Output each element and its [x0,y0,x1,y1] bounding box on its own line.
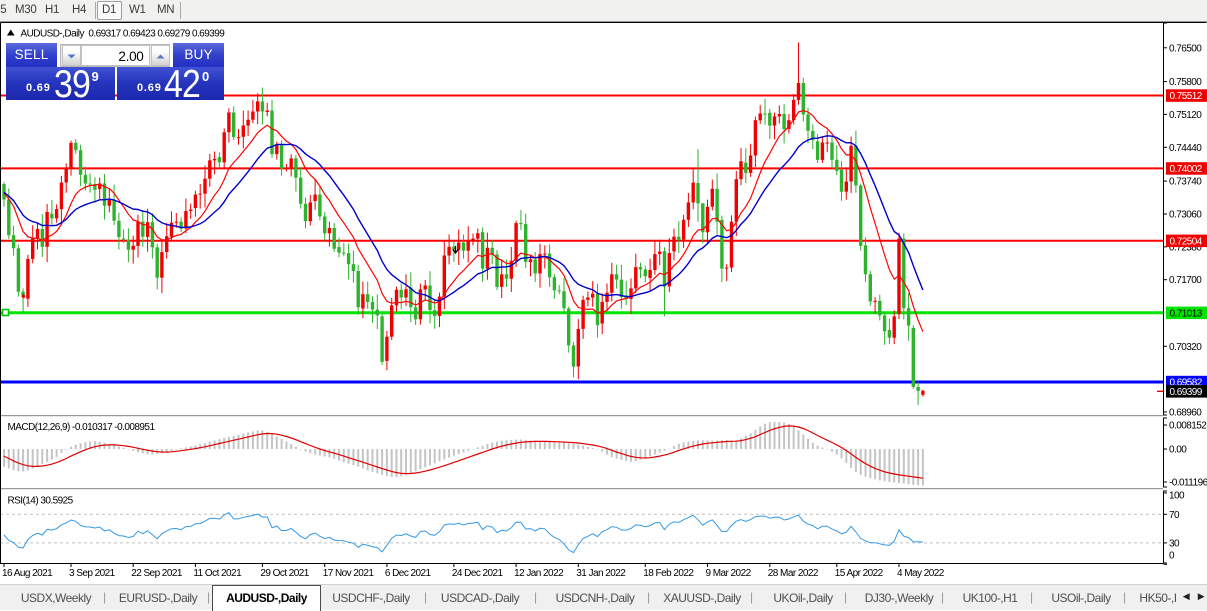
svg-text:0.75512: 0.75512 [1170,91,1203,102]
svg-text:0.68960: 0.68960 [1169,408,1202,419]
svg-text:0.76500: 0.76500 [1169,43,1202,54]
svg-text:0.75120: 0.75120 [1169,110,1202,121]
svg-text:29 Oct 2021: 29 Oct 2021 [260,568,309,579]
svg-text:0: 0 [1169,551,1175,562]
svg-text:18 Feb 2022: 18 Feb 2022 [643,568,694,579]
svg-text:0.70320: 0.70320 [1169,342,1202,353]
svg-text:0.69582: 0.69582 [1170,378,1203,389]
svg-text:24 Dec 2021: 24 Dec 2021 [452,568,504,579]
svg-text:15 Apr 2022: 15 Apr 2022 [835,568,884,579]
svg-text:MACD(12,26,9) -0.010317 -0.008: MACD(12,26,9) -0.010317 -0.008951 [8,422,156,433]
svg-text:100: 100 [1169,491,1185,502]
svg-text:0.72504: 0.72504 [1170,236,1203,247]
svg-text:0.73740: 0.73740 [1169,177,1202,188]
svg-text:0.00: 0.00 [1169,445,1187,456]
svg-text:30: 30 [1169,538,1180,549]
svg-text:0.73060: 0.73060 [1169,210,1202,221]
svg-text:0.74002: 0.74002 [1170,164,1203,175]
svg-text:0.72380: 0.72380 [1169,242,1202,253]
svg-text:RSI(14) 30.5925: RSI(14) 30.5925 [8,496,74,507]
svg-text:0.008152: 0.008152 [1169,421,1207,432]
svg-text:-0.011196: -0.011196 [1169,478,1207,489]
svg-text:28 Mar 2022: 28 Mar 2022 [768,568,819,579]
svg-text:AUDUSD-,Daily 0.69317 0.69423: AUDUSD-,Daily 0.69317 0.69423 0.69279 0.… [21,29,226,40]
svg-text:70: 70 [1169,510,1180,521]
svg-text:0.71013: 0.71013 [1170,308,1203,319]
svg-text:9 Mar 2022: 9 Mar 2022 [706,568,752,579]
svg-text:3 Sep 2021: 3 Sep 2021 [69,568,116,579]
svg-text:12 Jan 2022: 12 Jan 2022 [514,568,564,579]
svg-text:0.74440: 0.74440 [1169,143,1202,154]
svg-text:16 Aug 2021: 16 Aug 2021 [2,568,53,579]
svg-text:11 Oct 2021: 11 Oct 2021 [193,568,242,579]
svg-text:4 May 2022: 4 May 2022 [897,568,945,579]
svg-text:0.69399: 0.69399 [1170,387,1203,398]
svg-text:0.75800: 0.75800 [1169,77,1202,88]
svg-text:31 Jan 2022: 31 Jan 2022 [576,568,626,579]
svg-text:6 Dec 2021: 6 Dec 2021 [385,568,432,579]
svg-text:0.71700: 0.71700 [1169,275,1202,286]
svg-text:17 Nov 2021: 17 Nov 2021 [323,568,375,579]
svg-text:22 Sep 2021: 22 Sep 2021 [131,568,183,579]
